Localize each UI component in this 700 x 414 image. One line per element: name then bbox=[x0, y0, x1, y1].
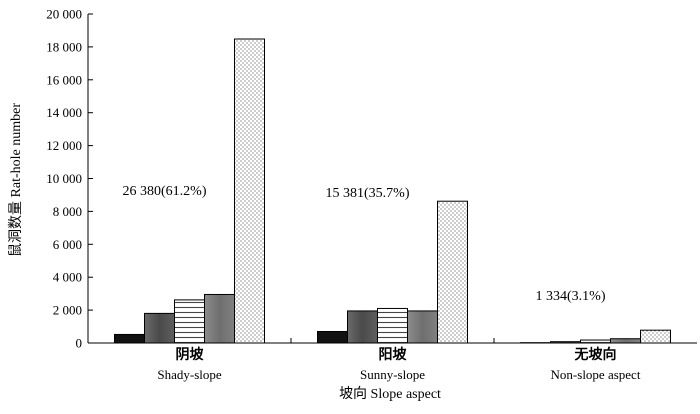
x-category-label-en: Non-slope aspect bbox=[551, 367, 641, 382]
y-tick-label: 10 000 bbox=[46, 171, 82, 186]
axes bbox=[87, 14, 697, 344]
x-category-label-cn: 阴坡 bbox=[176, 346, 205, 363]
bar-series-4 bbox=[610, 338, 641, 344]
y-tick-label: 2 000 bbox=[53, 303, 82, 318]
x-category-label-en: Sunny-slope bbox=[360, 367, 425, 382]
y-tick-label: 6 000 bbox=[53, 237, 82, 252]
y-tick-label: 16 000 bbox=[46, 72, 82, 87]
bar-series-1 bbox=[317, 330, 348, 344]
y-tick-label: 4 000 bbox=[53, 270, 82, 285]
bars bbox=[114, 38, 671, 344]
y-tick-label: 8 000 bbox=[53, 204, 82, 219]
bar-series-2 bbox=[550, 341, 581, 344]
y-tick-label: 20 000 bbox=[46, 7, 82, 22]
bar-series-2 bbox=[144, 312, 175, 344]
bar-series-3 bbox=[377, 307, 408, 344]
bar-series-4 bbox=[204, 293, 235, 344]
y-tick-label: 12 000 bbox=[46, 138, 82, 153]
group-total-annotation: 26 380(61.2%) bbox=[123, 184, 207, 199]
bar-series-5 bbox=[234, 38, 265, 344]
y-tick-label: 14 000 bbox=[46, 105, 82, 120]
bar-series-5 bbox=[437, 200, 468, 344]
bar-series-3 bbox=[580, 339, 611, 344]
x-category-ticks: 阴坡 Shady-slope 阳坡 Sunny-slope 无坡向 Non-slope a… bbox=[157, 338, 641, 382]
y-tick-label: 18 000 bbox=[46, 39, 82, 54]
bar-series-5 bbox=[640, 329, 671, 344]
x-category-label-cn: 无坡向 bbox=[574, 346, 617, 363]
y-ticks: 0 2 000 4 000 6 000 8 000 10 000 12 000 14 000 1… bbox=[46, 7, 93, 351]
x-axis-title: 坡向 Slope aspect bbox=[339, 386, 441, 402]
bar-series-3 bbox=[174, 299, 205, 344]
y-axis-title: 鼠洞数量 Rat-hole number bbox=[8, 103, 24, 257]
bar-series-2 bbox=[347, 310, 378, 344]
annotations: 26 380(61.2%) 15 381(35.7%) 1 334(3.1%) bbox=[123, 184, 606, 304]
bar-series-1 bbox=[114, 333, 145, 344]
group-total-annotation: 15 381(35.7%) bbox=[326, 186, 410, 201]
group-total-annotation: 1 334(3.1%) bbox=[536, 289, 606, 304]
bar-series-4 bbox=[407, 310, 438, 344]
x-category-label-cn: 阳坡 bbox=[379, 346, 408, 363]
x-category-label-en: Shady-slope bbox=[157, 367, 222, 382]
y-tick-label: 0 bbox=[76, 336, 83, 351]
